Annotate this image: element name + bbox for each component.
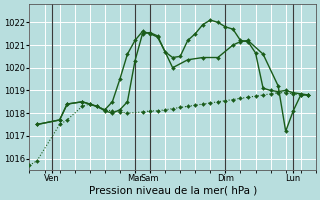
X-axis label: Pression niveau de la mer( hPa ): Pression niveau de la mer( hPa ): [89, 186, 257, 196]
